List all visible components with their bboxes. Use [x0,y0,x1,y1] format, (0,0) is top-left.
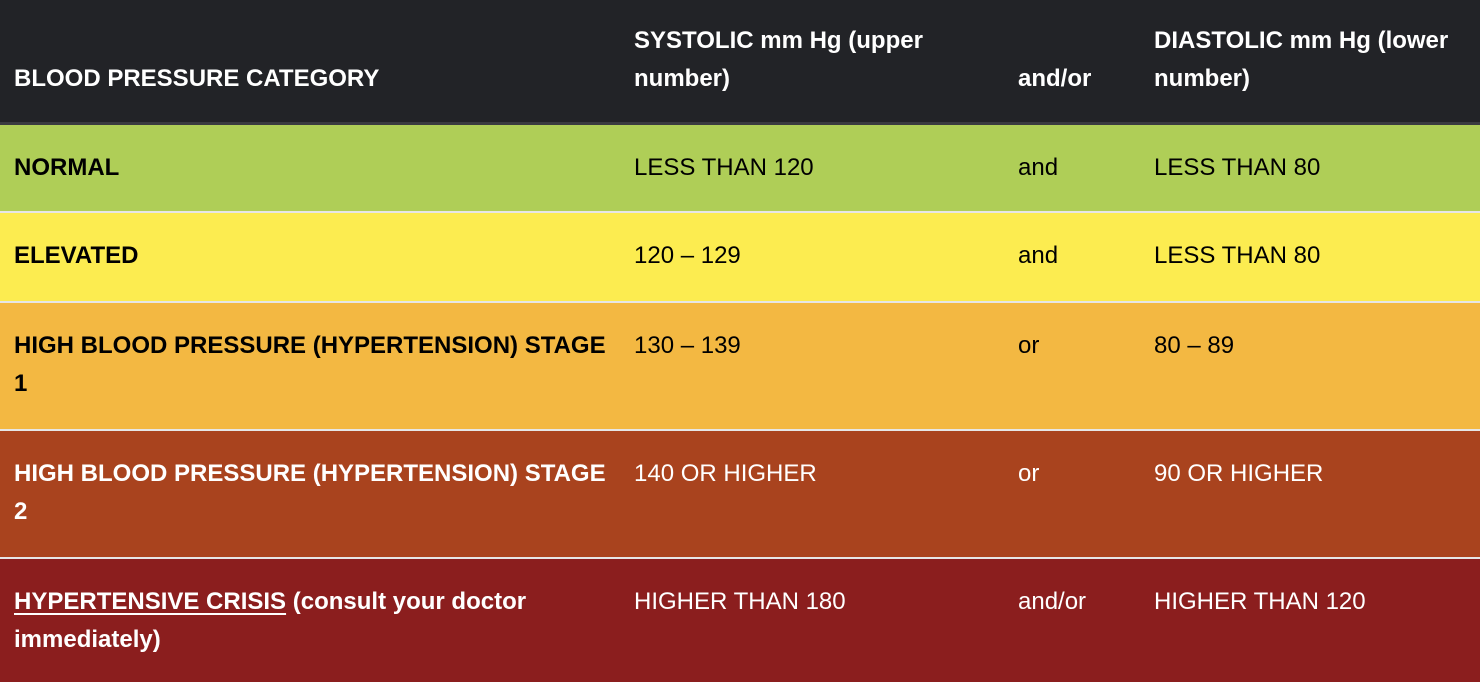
header-systolic: SYSTOLIC mm Hg (upper number) [634,27,923,92]
category-cell: ELEVATED [14,242,139,269]
category-note: (consult your doctor immediately) [14,588,533,653]
diastolic-cell: HIGHER THAN 120 [1154,588,1366,615]
table-row-stage-2: HIGH BLOOD PRESSURE (HYPERTENSION) STAGE… [0,429,1480,557]
operator-cell: or [1018,332,1040,359]
diastolic-cell: LESS THAN 80 [1154,154,1321,181]
header-diastolic: DIASTOLIC mm Hg (lower number) [1154,27,1449,92]
diastolic-cell: LESS THAN 80 [1154,242,1321,269]
systolic-cell: 130 – 139 [634,332,741,359]
table-header: BLOOD PRESSURE CATEGORY SYSTOLIC mm Hg (… [0,0,1480,125]
systolic-cell: HIGHER THAN 180 [634,588,846,615]
header-category: BLOOD PRESSURE CATEGORY [14,65,380,92]
table-row-stage-1: HIGH BLOOD PRESSURE (HYPERTENSION) STAGE… [0,301,1480,429]
hypertensive-crisis-link[interactable]: HYPERTENSIVE CRISIS [14,588,287,615]
header-andor: and/or [1018,65,1092,92]
operator-cell: or [1018,460,1040,487]
category-cell: HIGH BLOOD PRESSURE (HYPERTENSION) STAGE… [14,460,606,525]
diastolic-cell: 90 OR HIGHER [1154,460,1324,487]
category-cell: HIGH BLOOD PRESSURE (HYPERTENSION) STAGE… [14,332,606,397]
systolic-cell: LESS THAN 120 [634,154,814,181]
table-row-crisis: HYPERTENSIVE CRISIS (consult your doctor… [0,557,1480,682]
operator-cell: and/or [1018,588,1087,615]
table-row-normal: NORMAL LESS THAN 120 and LESS THAN 80 [0,125,1480,211]
operator-cell: and [1018,154,1059,181]
diastolic-cell: 80 – 89 [1154,332,1235,359]
operator-cell: and [1018,242,1059,269]
category-cell: NORMAL [14,154,120,181]
systolic-cell: 140 OR HIGHER [634,460,817,487]
table-row-elevated: ELEVATED 120 – 129 and LESS THAN 80 [0,211,1480,301]
systolic-cell: 120 – 129 [634,242,741,269]
category-cell: HYPERTENSIVE CRISIS (consult your doctor… [0,559,620,683]
